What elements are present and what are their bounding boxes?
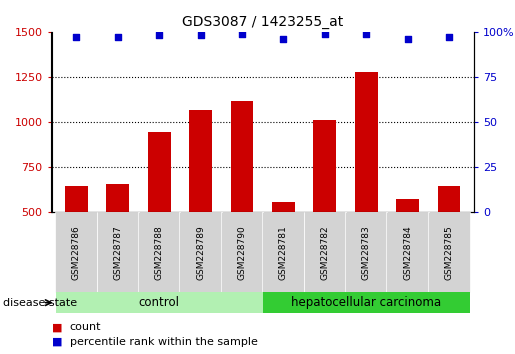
Text: GSM228782: GSM228782 [320, 225, 329, 280]
Text: GSM228781: GSM228781 [279, 225, 288, 280]
Text: GSM228786: GSM228786 [72, 225, 81, 280]
Bar [65, 186, 88, 212]
Point [238, 31, 246, 36]
Text: control: control [139, 296, 180, 309]
Bar [189, 110, 212, 212]
Point [196, 33, 204, 38]
Point [362, 31, 370, 36]
Text: GSM228789: GSM228789 [196, 225, 205, 280]
Bar [313, 120, 336, 212]
Point [445, 34, 453, 40]
Text: count: count [70, 322, 101, 332]
Text: GSM228788: GSM228788 [154, 225, 164, 280]
Text: percentile rank within the sample: percentile rank within the sample [70, 337, 258, 347]
Point [403, 36, 411, 42]
Text: GSM228785: GSM228785 [444, 225, 454, 280]
Title: GDS3087 / 1423255_at: GDS3087 / 1423255_at [182, 16, 344, 29]
Point [321, 31, 329, 36]
Point [114, 34, 122, 40]
Bar [396, 199, 419, 212]
Text: GSM228790: GSM228790 [237, 225, 247, 280]
Bar [107, 183, 129, 212]
Point [155, 33, 163, 38]
Bar [231, 101, 253, 212]
Bar [355, 73, 377, 212]
Text: ■: ■ [52, 337, 62, 347]
Point [72, 34, 80, 40]
Bar [438, 186, 460, 212]
Text: GSM228784: GSM228784 [403, 225, 412, 280]
Bar [148, 132, 170, 212]
Text: ■: ■ [52, 322, 62, 332]
Bar [272, 201, 295, 212]
Text: GSM228787: GSM228787 [113, 225, 122, 280]
Point [279, 36, 287, 42]
Text: GSM228783: GSM228783 [362, 225, 371, 280]
Text: hepatocellular carcinoma: hepatocellular carcinoma [291, 296, 441, 309]
Text: disease state: disease state [3, 298, 77, 308]
